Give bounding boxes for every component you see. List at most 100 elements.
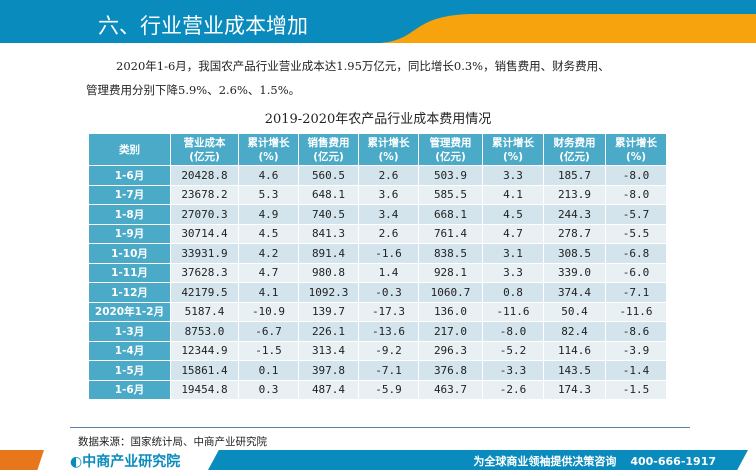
table-cell: 5187.4	[170, 301, 239, 322]
table-row: 2020年1-2月 5187.4 -10.9 139.7 -17.3 136.0 -11.6…	[88, 301, 667, 322]
cost-table: 类别 营业成本 (亿元) 累计增长 (%) 销售费用 (亿元) 累计增长 (%) 管理费用 (亿元)…	[88, 133, 667, 400]
table-cell: -17.3	[358, 301, 419, 322]
table-cell: 185.7	[543, 165, 606, 186]
table-cell: -8.6	[605, 321, 667, 342]
table-cell: 5.3	[238, 184, 299, 205]
header-unit: (%)	[378, 150, 399, 163]
column-header: 累计增长 (%)	[358, 133, 419, 166]
column-header: 累计增长 (%)	[605, 133, 667, 166]
table-row: 1-6月 19454.8 0.3 487.4 -5.9 463.7 -2.6 174.3 -1.…	[88, 379, 667, 400]
table-cell: 8753.0	[170, 321, 239, 342]
column-header: 管理费用 (亿元)	[418, 133, 483, 166]
column-header: 销售费用 (亿元)	[298, 133, 359, 166]
row-label: 1-9月	[88, 223, 171, 244]
logo-icon: ◐	[70, 454, 83, 470]
table-cell: 217.0	[418, 321, 483, 342]
table-cell: 278.7	[543, 223, 606, 244]
table-cell: 560.5	[298, 165, 359, 186]
row-label: 2020年1-2月	[88, 301, 171, 322]
row-label: 1-7月	[88, 184, 171, 205]
row-label: 1-10月	[88, 243, 171, 264]
table-row: 1-7月 23678.2 5.3 648.1 3.6 585.5 4.1 213.9 -8.0	[88, 184, 667, 205]
table-cell: -3.9	[605, 340, 667, 361]
table-cell: 42179.5	[170, 282, 239, 303]
header-unit: (亿元)	[189, 150, 220, 163]
table-cell: 668.1	[418, 204, 483, 225]
logo-text: 中商产业研究院	[82, 454, 181, 470]
table-cell: 23678.2	[170, 184, 239, 205]
header-label: 累计增长	[492, 136, 534, 149]
table-cell: 3.6	[358, 184, 419, 205]
table-cell: -11.6	[482, 301, 544, 322]
table-cell: -1.5	[605, 379, 667, 400]
table-cell: 376.8	[418, 360, 483, 381]
table-cell: 4.7	[482, 223, 544, 244]
table-cell: 37628.3	[170, 262, 239, 283]
table-cell: 0.8	[482, 282, 544, 303]
table-cell: -8.0	[605, 165, 667, 186]
header-unit: (%)	[258, 150, 279, 163]
column-header: 累计增长 (%)	[482, 133, 544, 166]
table-cell: 1092.3	[298, 282, 359, 303]
divider	[70, 427, 690, 428]
table-cell: 3.3	[482, 262, 544, 283]
table-cell: 3.1	[482, 243, 544, 264]
table-cell: 2.6	[358, 223, 419, 244]
header-label: 累计增长	[615, 136, 657, 149]
data-source: 数据来源：国家统计局、中商产业研究院	[78, 436, 267, 448]
table-cell: 339.0	[543, 262, 606, 283]
table-cell: 20428.8	[170, 165, 239, 186]
row-label: 1-3月	[88, 321, 171, 342]
header-label: 类别	[119, 143, 140, 156]
table-cell: 244.3	[543, 204, 606, 225]
table-cell: -1.5	[238, 340, 299, 361]
table-cell: -5.5	[605, 223, 667, 244]
table-cell: -9.2	[358, 340, 419, 361]
footer-slogan: 为全球商业领袖提供决策咨询 400-666-1917	[473, 453, 716, 469]
footer-blue-bar	[208, 450, 748, 470]
table-cell: 4.6	[238, 165, 299, 186]
table-cell: -11.6	[605, 301, 667, 322]
table-cell: 139.7	[298, 301, 359, 322]
table-cell: -6.8	[605, 243, 667, 264]
table-row: 1-5月 15861.4 0.1 397.8 -7.1 376.8 -3.3 143.5 -1.…	[88, 360, 667, 381]
table-cell: 12344.9	[170, 340, 239, 361]
table-cell: 1060.7	[418, 282, 483, 303]
table-cell: 928.1	[418, 262, 483, 283]
table-cell: 0.3	[238, 379, 299, 400]
table-title: 2019-2020年农产品行业成本费用情况	[264, 112, 492, 127]
table-cell: 15861.4	[170, 360, 239, 381]
footer-orange-decoration	[0, 450, 44, 470]
header-label: 管理费用	[429, 136, 472, 149]
table-cell: 374.4	[543, 282, 606, 303]
phone-number: 400-666-1917	[630, 455, 716, 468]
table-cell: 143.5	[543, 360, 606, 381]
table-cell: 648.1	[298, 184, 359, 205]
table-cell: 891.4	[298, 243, 359, 264]
column-header: 累计增长 (%)	[238, 133, 299, 166]
table-cell: -0.3	[358, 282, 419, 303]
table-cell: -6.7	[238, 321, 299, 342]
table-cell: 4.5	[238, 223, 299, 244]
table-cell: 4.5	[482, 204, 544, 225]
table-cell: 487.4	[298, 379, 359, 400]
row-label: 1-11月	[88, 262, 171, 283]
table-cell: 30714.4	[170, 223, 239, 244]
table-row: 1-12月 42179.5 4.1 1092.3 -0.3 1060.7 0.8 374.4-…	[88, 282, 667, 303]
table-cell: -1.4	[605, 360, 667, 381]
footer-logo: ◐中商产业研究院	[70, 451, 180, 471]
table-cell: -5.9	[358, 379, 419, 400]
table-cell: 4.1	[238, 282, 299, 303]
header-label: 营业成本	[183, 136, 226, 149]
table-cell: -2.6	[482, 379, 544, 400]
row-label: 1-6月	[88, 379, 171, 400]
row-label: 1-4月	[88, 340, 171, 361]
header-label: 财务费用	[553, 136, 596, 149]
table-cell: 313.4	[298, 340, 359, 361]
table-cell: 296.3	[418, 340, 483, 361]
table-cell: 4.2	[238, 243, 299, 264]
header-label: 销售费用	[307, 136, 350, 149]
table-cell: -5.7	[605, 204, 667, 225]
table-row: 1-11月 37628.3 4.7 980.8 1.4 928.1 3.3 339.0 -6.0	[88, 262, 667, 283]
table-cell: 114.6	[543, 340, 606, 361]
